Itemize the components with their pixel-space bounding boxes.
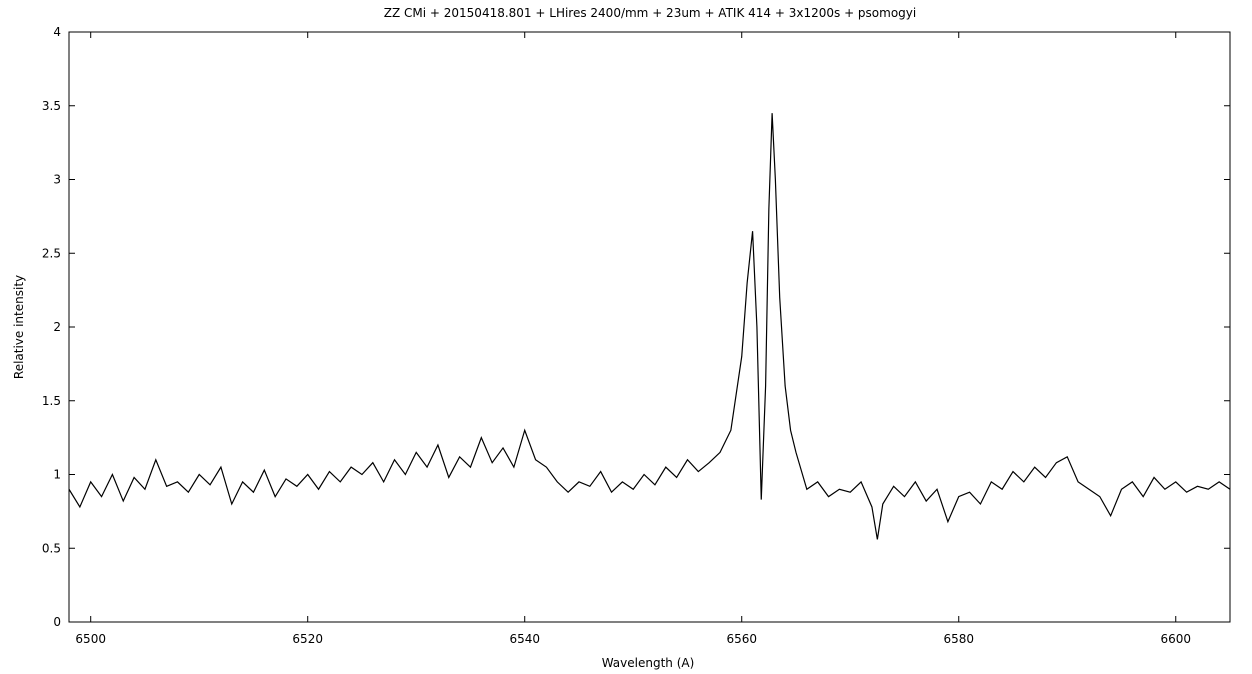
y-tick-label: 3.5 [42,99,61,113]
x-axis-label: Wavelength (A) [602,656,695,670]
y-axis-label: Relative intensity [12,275,26,379]
y-tick-label: 0.5 [42,541,61,555]
y-tick-label: 0 [53,615,61,629]
y-tick-label: 1.5 [42,394,61,408]
x-tick-label: 6540 [509,632,540,646]
x-tick-label: 6600 [1160,632,1191,646]
spectrum-line [68,113,1231,540]
x-tick-label: 6560 [726,632,757,646]
x-tick-label: 6580 [943,632,974,646]
chart-title: ZZ CMi + 20150418.801 + LHires 2400/mm +… [384,6,916,20]
y-tick-label: 2 [53,320,61,334]
plot-frame [68,31,1231,623]
y-tick-label: 4 [53,25,61,39]
y-tick-label: 2.5 [42,246,61,260]
y-tick-label: 3 [53,173,61,187]
x-tick-label: 6500 [75,632,106,646]
y-tick-label: 1 [53,468,61,482]
x-tick-label: 6520 [292,632,323,646]
